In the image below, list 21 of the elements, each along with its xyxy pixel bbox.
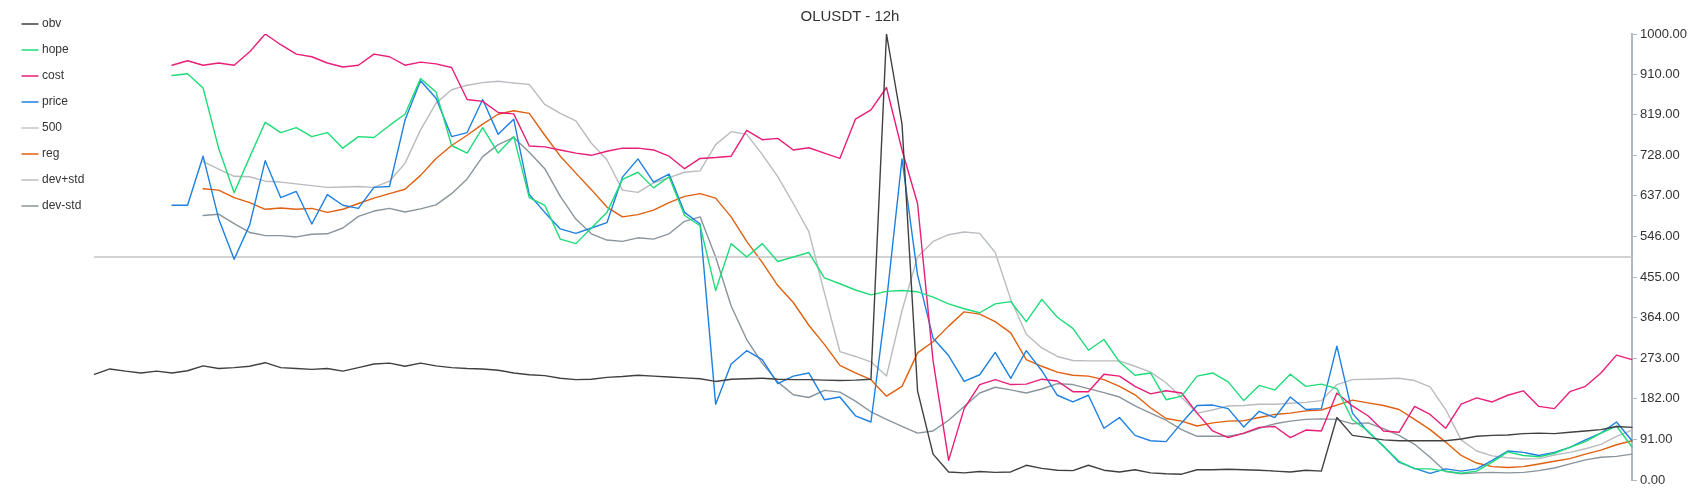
y-tick-label: 819.00 xyxy=(1640,106,1680,122)
y-tick-label: 91.00 xyxy=(1640,430,1673,446)
chart-title: OLUSDT - 12h xyxy=(800,7,900,25)
legend-label: dev-std xyxy=(42,198,82,213)
legend-label: cost xyxy=(42,68,65,83)
y-tick-label: 455.00 xyxy=(1640,268,1680,284)
y-tick-label: 0.00 xyxy=(1640,471,1666,487)
y-tick-label: 273.00 xyxy=(1640,349,1680,365)
legend-label: hope xyxy=(42,42,70,57)
legend-label: dev+std xyxy=(42,172,85,187)
y-tick-label: 728.00 xyxy=(1640,146,1680,162)
legend-label: obv xyxy=(42,16,62,31)
y-tick-label: 546.00 xyxy=(1640,228,1680,244)
legend-label: price xyxy=(42,94,69,109)
y-tick-label: 1000.00 xyxy=(1640,25,1688,41)
y-tick-label: 637.00 xyxy=(1640,187,1680,203)
y-tick-label: 364.00 xyxy=(1640,309,1680,325)
legend-label: reg xyxy=(42,146,60,161)
y-tick-label: 182.00 xyxy=(1640,390,1680,406)
y-tick-label: 910.00 xyxy=(1640,65,1680,81)
legend-label: 500 xyxy=(42,120,63,135)
